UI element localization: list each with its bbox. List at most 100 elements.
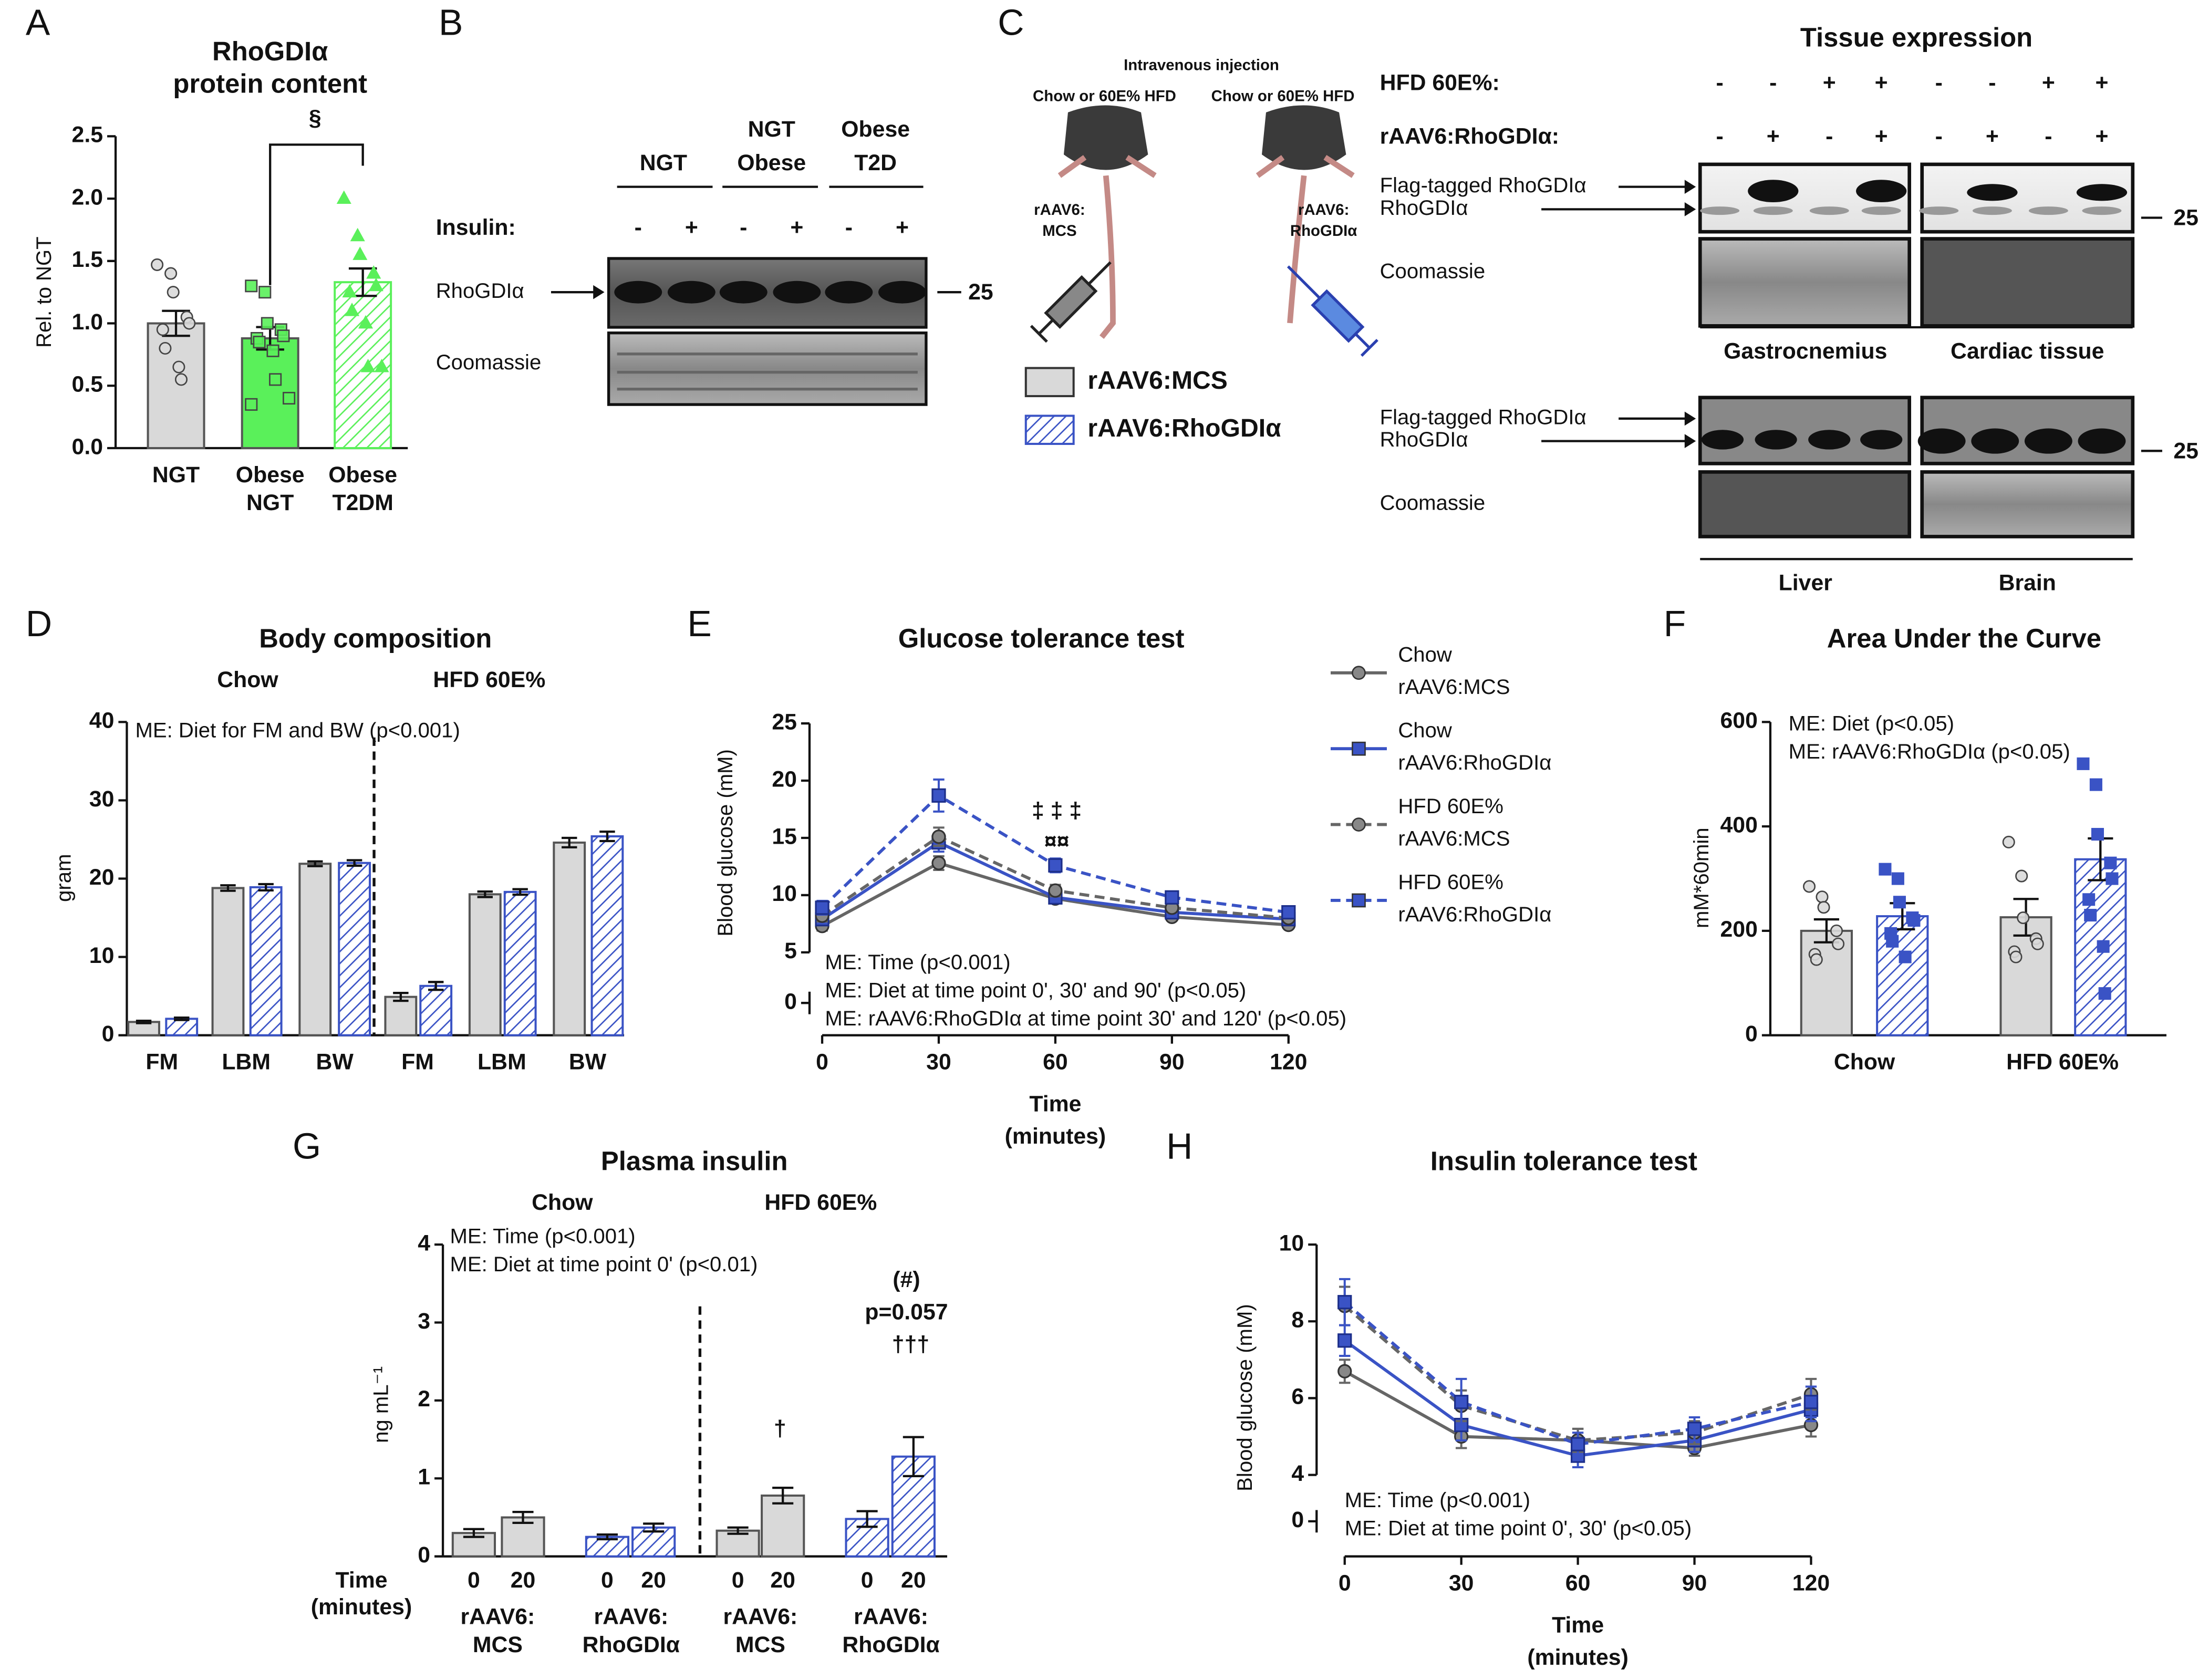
treatment-sign: + bbox=[1875, 123, 1888, 149]
stat-note: ME: Diet (p<0.05) bbox=[1789, 712, 1954, 735]
legend-label: rAAV6:MCS bbox=[1398, 827, 1510, 851]
treatment-sign: - bbox=[1716, 123, 1724, 149]
point bbox=[1907, 914, 1921, 927]
x-tick-label: 120 bbox=[1792, 1570, 1830, 1595]
x-axis-label: Time bbox=[1552, 1613, 1604, 1638]
bar bbox=[165, 1018, 199, 1036]
error-bar bbox=[346, 859, 362, 867]
point bbox=[2077, 757, 2090, 770]
x-tick-label: BW bbox=[316, 1049, 354, 1074]
y-tick-label: 8 bbox=[1291, 1308, 1304, 1333]
error-bar bbox=[727, 1526, 749, 1535]
point bbox=[1048, 858, 1063, 873]
legend-label: HFD 60E% bbox=[1398, 795, 1503, 818]
label: Coomassie bbox=[436, 351, 542, 374]
annotation: ‡ ‡ ‡ bbox=[1032, 798, 1082, 823]
point bbox=[360, 359, 376, 372]
treatment-sign: - bbox=[2045, 123, 2052, 149]
point bbox=[167, 286, 180, 299]
y-tick-label: 2.0 bbox=[72, 184, 103, 210]
tissue-label: Brain bbox=[1999, 571, 2056, 596]
treatment-sign: + bbox=[2042, 70, 2055, 96]
panel-label: D bbox=[26, 603, 52, 644]
significance-bracket bbox=[269, 143, 364, 285]
error-bar bbox=[596, 1533, 618, 1541]
point bbox=[2084, 909, 2097, 922]
error-bar bbox=[512, 888, 528, 896]
point bbox=[336, 190, 351, 204]
treatment-sign: - bbox=[1716, 70, 1724, 96]
point bbox=[183, 317, 196, 330]
stat-note: ME: rAAV6:RhoGDIα (p<0.05) bbox=[1789, 740, 2070, 763]
panel-label: A bbox=[26, 2, 50, 43]
injection-schematic bbox=[1024, 105, 1378, 445]
error-bar bbox=[393, 992, 409, 1002]
x-axis-label: (minutes) bbox=[1005, 1124, 1106, 1149]
x-tick-label: Obese bbox=[328, 462, 397, 488]
blot-b bbox=[551, 185, 961, 406]
x-tick-label: FM bbox=[401, 1049, 434, 1074]
point bbox=[345, 303, 360, 316]
label: 25 bbox=[968, 279, 993, 305]
point bbox=[1893, 896, 1906, 909]
point bbox=[151, 258, 164, 271]
x-tick-label: NGT bbox=[246, 490, 294, 515]
bar bbox=[147, 322, 205, 449]
tissue-label: Cardiac tissue bbox=[1951, 338, 2104, 364]
bar bbox=[553, 841, 586, 1036]
annotation: (#) bbox=[893, 1267, 920, 1292]
time-axis-label: (minutes) bbox=[311, 1594, 412, 1620]
point bbox=[2098, 987, 2111, 1000]
x-tick-label: 60 bbox=[1565, 1570, 1591, 1595]
chart-title: Body composition bbox=[259, 624, 492, 654]
x-tick-label: 120 bbox=[1270, 1049, 1307, 1074]
point bbox=[931, 829, 946, 844]
label: Intravenous injection bbox=[1124, 56, 1279, 74]
bar bbox=[715, 1529, 760, 1558]
label: Flag-tagged RhoGDIα bbox=[1380, 174, 1586, 197]
chart-title: protein content bbox=[173, 69, 367, 99]
legend-label: rAAV6:MCS bbox=[1398, 676, 1510, 699]
error-bar bbox=[643, 1522, 665, 1533]
point bbox=[2106, 872, 2119, 885]
point bbox=[1810, 953, 1823, 966]
x-tick-label: rAAV6: bbox=[723, 1604, 797, 1630]
panel-label: B bbox=[439, 2, 463, 43]
stat-note: ME: Diet at time point 0', 30' and 90' (… bbox=[825, 979, 1246, 1002]
y-tick-label: 10 bbox=[1279, 1230, 1304, 1256]
label: RhoGDIα bbox=[1380, 428, 1468, 451]
point bbox=[245, 398, 258, 411]
error-bar bbox=[258, 883, 274, 892]
tissue-label: Gastrocnemius bbox=[1724, 338, 1887, 364]
stat-note: ME: Time (p<0.001) bbox=[825, 951, 1010, 974]
point bbox=[368, 277, 383, 292]
y-tick-label: 1.5 bbox=[72, 247, 103, 272]
y-tick-label: 10 bbox=[89, 943, 115, 968]
point bbox=[156, 323, 169, 336]
point bbox=[253, 336, 266, 349]
error-bar bbox=[562, 836, 577, 849]
treatment-sign: + bbox=[685, 215, 698, 240]
x-tick-label: Obese bbox=[236, 462, 305, 488]
treatment-sign: - bbox=[1826, 123, 1833, 149]
bar bbox=[503, 890, 537, 1036]
x-tick-label: LBM bbox=[222, 1049, 271, 1074]
error-bar bbox=[136, 1019, 152, 1024]
x-axis-label: Time bbox=[1029, 1092, 1081, 1117]
panel-label: G bbox=[293, 1126, 321, 1167]
point bbox=[352, 246, 368, 260]
x-tick-label: rAAV6: bbox=[594, 1604, 668, 1630]
label: rAAV6: bbox=[1298, 201, 1350, 219]
x-tick-label: RhoGDIα bbox=[583, 1632, 680, 1657]
chart-title: RhoGDIα bbox=[212, 36, 328, 66]
x-tick-label: NGT bbox=[152, 462, 200, 488]
point bbox=[1165, 890, 1179, 905]
point bbox=[374, 359, 389, 372]
treatment-sign: - bbox=[1935, 123, 1943, 149]
x-tick-label: 0 bbox=[1339, 1570, 1351, 1595]
x-tick-label: LBM bbox=[478, 1049, 526, 1074]
label: 25 bbox=[2173, 438, 2198, 463]
error-bar bbox=[162, 309, 190, 337]
legend-label: rAAV6:RhoGDIα bbox=[1087, 414, 1281, 442]
